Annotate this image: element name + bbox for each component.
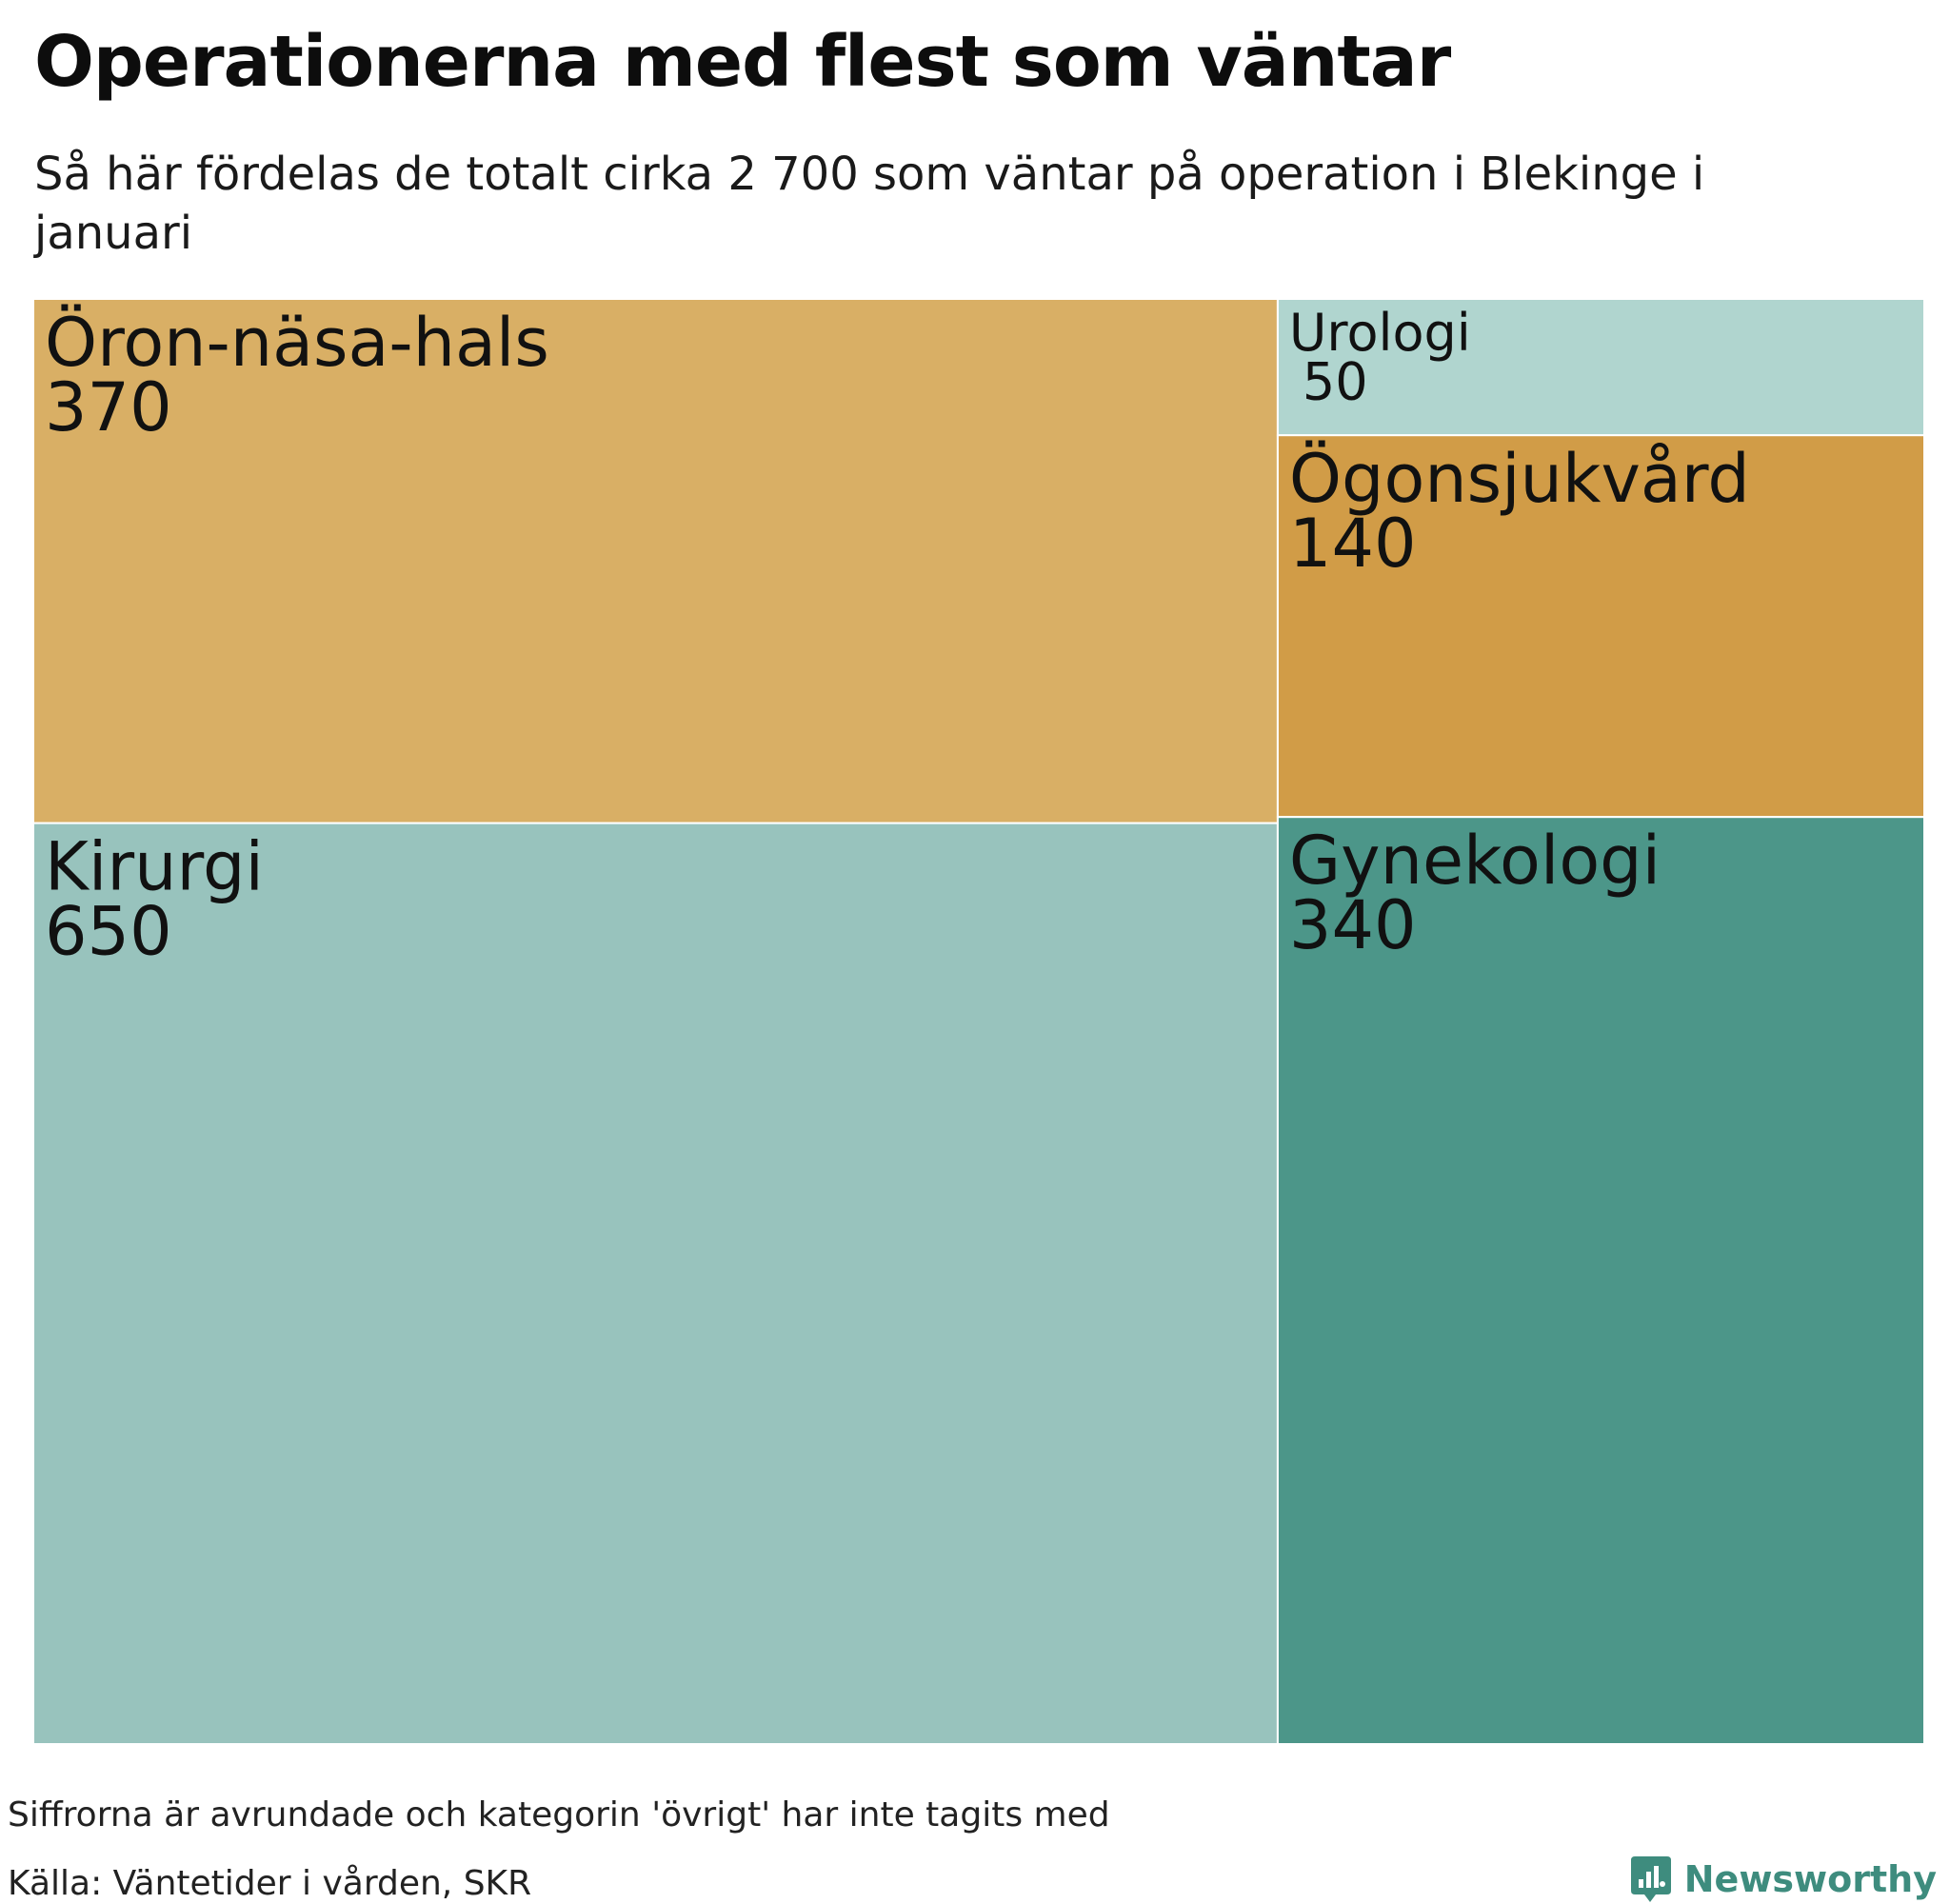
chart-title: Operationerna med flest som väntar bbox=[34, 21, 1451, 103]
tile-rect-urologi bbox=[1276, 299, 1924, 437]
tile-value-oron-nasa-hals: 370 bbox=[45, 368, 172, 446]
tile-value-ogonsjukvard: 140 bbox=[1289, 505, 1417, 583]
tile-rect-oron-nasa-hals bbox=[33, 299, 1279, 824]
brand-name: Newsworthy bbox=[1683, 1858, 1937, 1900]
brand-logo: Newsworthy bbox=[1629, 1854, 1937, 1904]
footnote: Siffrorna är avrundade och kategorin 'öv… bbox=[8, 1795, 1110, 1835]
source-note: Källa: Väntetider i vården, SKR bbox=[8, 1864, 532, 1903]
tile-value-urologi: 50 bbox=[1303, 351, 1368, 411]
tile-name-ogonsjukvard: Ögonsjukvård bbox=[1289, 440, 1750, 518]
tile-rect-kirurgi bbox=[33, 822, 1279, 1744]
treemap-chart: Öron-näsa-hals370Kirurgi650Urologi50Ögon… bbox=[33, 299, 1924, 1744]
tile-name-oron-nasa-hals: Öron-näsa-hals bbox=[45, 304, 549, 382]
tile-name-kirurgi: Kirurgi bbox=[45, 828, 264, 906]
chart-subtitle: Så här fördelas de totalt cirka 2 700 so… bbox=[34, 148, 1705, 260]
tile-rect-ogonsjukvard bbox=[1276, 434, 1924, 819]
tile-value-gynekologi: 340 bbox=[1289, 886, 1417, 964]
tile-rect-gynekologi bbox=[1276, 816, 1924, 1744]
tile-name-gynekologi: Gynekologi bbox=[1289, 822, 1661, 900]
tile-value-kirurgi: 650 bbox=[45, 893, 172, 971]
tile-name-urologi: Urologi bbox=[1289, 303, 1471, 363]
chart-speech-bubble-icon bbox=[1630, 1856, 1671, 1902]
